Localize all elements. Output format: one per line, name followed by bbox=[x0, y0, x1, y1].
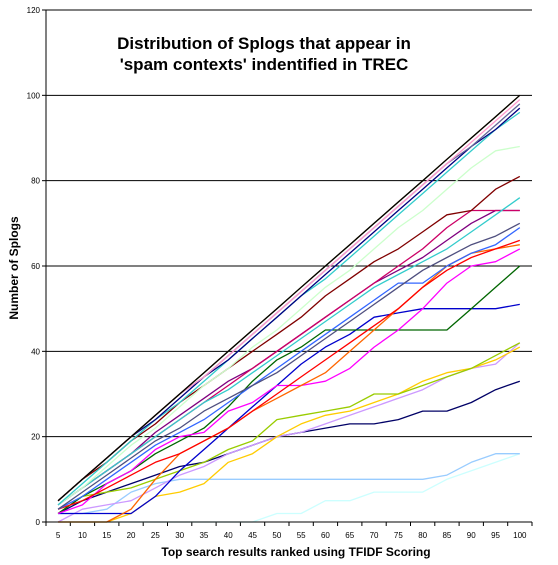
x-tick-label: 35 bbox=[199, 531, 208, 540]
y-tick-label: 80 bbox=[31, 177, 40, 186]
x-tick-label: 65 bbox=[345, 531, 354, 540]
series-line-14 bbox=[57, 239, 521, 510]
x-tick-labels: 5 10 15 20 25 30 35 40 45 50 55 60 65 70 75 80 85 90 95 100 bbox=[56, 531, 527, 540]
series-line-9 bbox=[57, 197, 521, 506]
series-line-21 bbox=[57, 342, 521, 523]
y-tick-labels: 0 20 40 60 80 100 120 bbox=[27, 6, 41, 527]
x-tick-label: 25 bbox=[151, 531, 160, 540]
y-tick-label: 120 bbox=[27, 6, 41, 15]
series-line-19 bbox=[57, 342, 521, 515]
x-tick-label: 95 bbox=[491, 531, 500, 540]
series-line-23 bbox=[58, 453, 520, 515]
chart-title-line-1: Distribution of Splogs that appear in bbox=[117, 34, 411, 53]
y-tick-label: 0 bbox=[36, 518, 41, 527]
x-tick-label: 15 bbox=[102, 531, 111, 540]
gridlines bbox=[42, 9, 533, 526]
y-tick-label: 40 bbox=[31, 347, 40, 356]
x-tick-label: 100 bbox=[513, 531, 527, 540]
x-tick-label: 5 bbox=[56, 531, 61, 540]
y-axis-label: Number of Splogs bbox=[7, 216, 21, 320]
x-tick-label: 90 bbox=[467, 531, 476, 540]
x-tick-label: 30 bbox=[175, 531, 184, 540]
series-line-1 bbox=[57, 94, 521, 502]
series-line-18 bbox=[58, 303, 520, 515]
y-tick-label: 60 bbox=[31, 262, 40, 271]
axes bbox=[45, 10, 532, 523]
series-lines bbox=[57, 94, 521, 523]
x-tick-label: 45 bbox=[248, 531, 257, 540]
series-line-13 bbox=[57, 227, 521, 510]
x-tick-label: 75 bbox=[394, 531, 403, 540]
x-tick-label: 20 bbox=[127, 531, 136, 540]
y-tick-label: 20 bbox=[31, 433, 40, 442]
y-tick-label: 100 bbox=[27, 91, 41, 100]
x-tick-label: 10 bbox=[78, 531, 87, 540]
x-tick-label: 40 bbox=[224, 531, 233, 540]
x-tick-label: 85 bbox=[442, 531, 451, 540]
x-tick-label: 55 bbox=[297, 531, 306, 540]
series-line-7 bbox=[57, 145, 520, 506]
x-tick-label: 50 bbox=[272, 531, 281, 540]
chart-title-line-2: 'spam contexts' indentified in TREC bbox=[120, 55, 409, 74]
x-axis-label: Top search results ranked using TFIDF Sc… bbox=[161, 545, 430, 559]
x-tick-label: 70 bbox=[370, 531, 379, 540]
x-tick-label: 60 bbox=[321, 531, 330, 540]
x-tick-label: 80 bbox=[418, 531, 427, 540]
series-line-12 bbox=[57, 222, 521, 510]
